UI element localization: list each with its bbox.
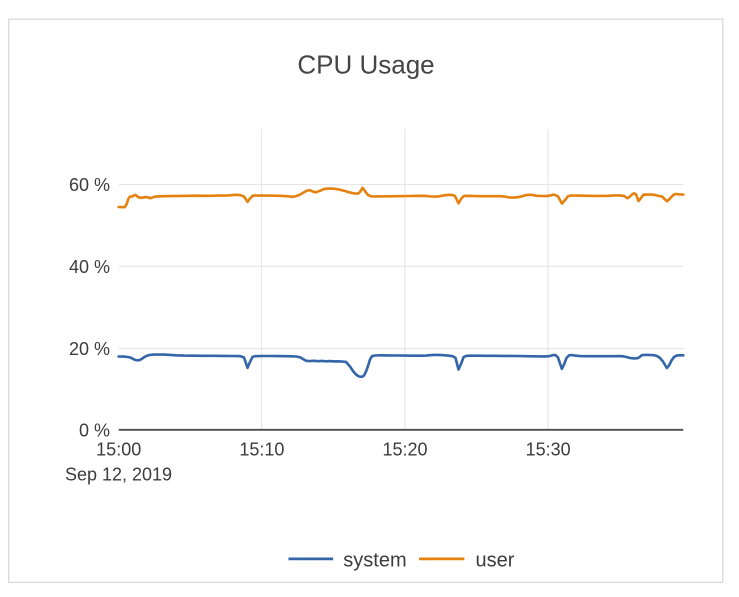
- svg-text:15:00: 15:00: [96, 440, 141, 460]
- svg-text:40 %: 40 %: [69, 257, 110, 277]
- svg-text:20 %: 20 %: [69, 339, 110, 359]
- svg-text:0 %: 0 %: [79, 420, 110, 440]
- svg-text:15:10: 15:10: [239, 440, 284, 460]
- svg-text:60 %: 60 %: [69, 175, 110, 195]
- svg-text:CPU Usage: CPU Usage: [297, 49, 434, 79]
- svg-text:user: user: [476, 550, 515, 572]
- svg-text:15:30: 15:30: [526, 440, 571, 460]
- svg-text:system: system: [343, 550, 406, 572]
- svg-text:15:20: 15:20: [382, 440, 427, 460]
- svg-text:Sep 12, 2019: Sep 12, 2019: [65, 464, 172, 484]
